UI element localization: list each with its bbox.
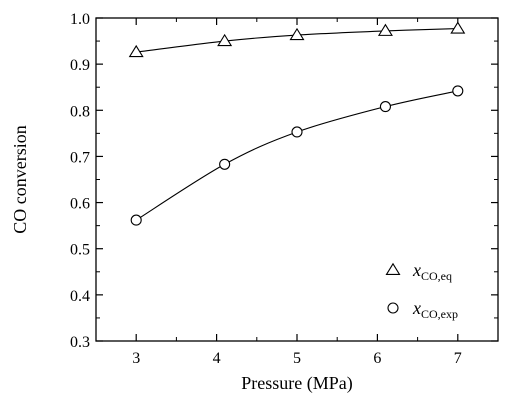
legend-group: xCO,eq xCO,exp <box>385 260 458 321</box>
legend-label-series-0: xCO,eq <box>412 260 452 283</box>
x-tick-label: 7 <box>454 350 462 367</box>
y-tick-label: 0.9 <box>70 57 90 74</box>
x-tick-label: 5 <box>293 350 301 367</box>
series-0-triangle-point <box>450 21 466 34</box>
y-tick-label: 0.3 <box>70 334 90 351</box>
legend-triangle-marker <box>385 262 401 276</box>
y-tick-label: 1.0 <box>70 11 90 28</box>
legend-circle-marker <box>387 302 399 314</box>
series-0-triangle-point <box>289 27 305 41</box>
series-0-triangle-point <box>217 33 233 47</box>
y-tick-label: 0.6 <box>70 196 90 213</box>
x-tick-label: 4 <box>213 350 221 367</box>
series-0-triangle-point <box>128 44 144 58</box>
ticks-group <box>96 17 498 342</box>
y-tick-label: 0.4 <box>70 288 90 305</box>
series-group <box>128 21 466 226</box>
x-tick-label: 3 <box>132 350 140 367</box>
x-tick-label: 6 <box>373 350 381 367</box>
legend-label-series-1: xCO,exp <box>412 298 458 321</box>
y-tick-label: 0.5 <box>70 242 90 259</box>
y-tick-label: 0.7 <box>70 149 90 166</box>
y-axis-title: CO conversion <box>10 125 30 233</box>
series-1-circle-point <box>291 126 303 138</box>
series-1-circle-point <box>219 158 231 170</box>
series-1-circle-point <box>452 85 464 97</box>
x-axis-title: Pressure (MPa) <box>241 373 352 394</box>
series-1-circle-point <box>130 214 142 226</box>
tick-labels-group: 3 4 5 6 7 0.3 0.4 0.5 0.6 0.7 0.8 0.9 1.0 <box>70 11 462 367</box>
series-0-triangle-point <box>377 23 393 36</box>
series-1-group <box>130 85 464 226</box>
plot-frame-group <box>95 17 499 342</box>
y-tick-label: 0.8 <box>70 103 90 120</box>
series-1-fit-line <box>135 90 458 221</box>
plot-frame <box>95 17 499 342</box>
series-0-group <box>128 21 466 58</box>
series-1-circle-point <box>379 101 391 113</box>
